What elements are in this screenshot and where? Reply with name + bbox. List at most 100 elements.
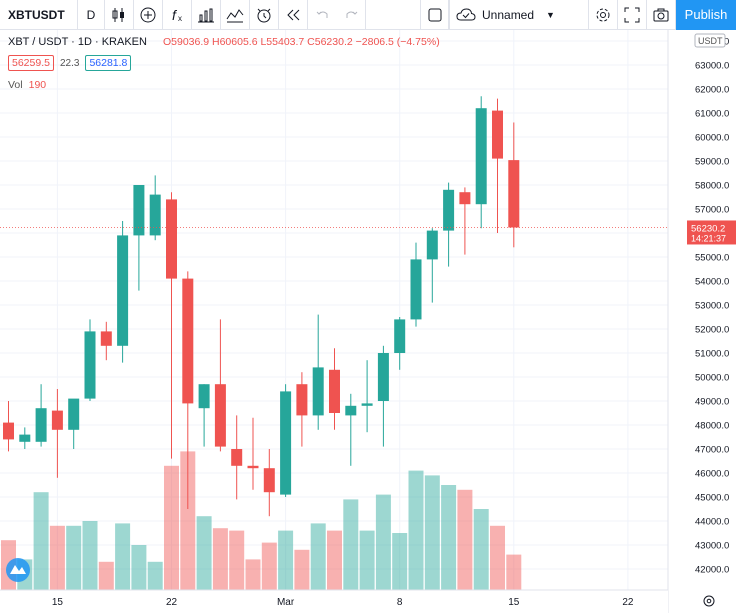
countdown-label: 14:21:37 bbox=[691, 233, 726, 243]
volume-bar bbox=[147, 561, 163, 590]
candle-body bbox=[35, 408, 47, 442]
price-chart[interactable]: 42000.0 43000.0 44000.0 45000.0 46000.0 47000… bbox=[0, 30, 736, 613]
volume-bar bbox=[33, 492, 49, 590]
axis-settings-icon[interactable] bbox=[703, 595, 715, 607]
buy-price-box[interactable]: 56281.8 bbox=[85, 55, 132, 71]
svg-text:f: f bbox=[172, 7, 178, 23]
volume-bar bbox=[375, 494, 391, 590]
candle-body bbox=[263, 468, 275, 493]
candle-body bbox=[394, 319, 406, 353]
volume-bar bbox=[196, 516, 212, 590]
time-tick-label: 22 bbox=[166, 597, 178, 608]
candle-body bbox=[312, 367, 324, 416]
volume-bar bbox=[180, 451, 196, 590]
fullscreen-icon[interactable] bbox=[618, 0, 647, 30]
legend-header: XBT / USDT · 1D · KRAKEN O59036.9 H60605… bbox=[8, 36, 440, 48]
price-tick-label: 54000.0 bbox=[695, 277, 729, 288]
chart-area[interactable]: 42000.0 43000.0 44000.0 45000.0 46000.0 47000… bbox=[0, 30, 736, 613]
financials-icon[interactable] bbox=[192, 0, 221, 30]
templates-icon[interactable] bbox=[221, 0, 250, 30]
price-tick-label: 44000.0 bbox=[695, 517, 729, 528]
sell-price-box[interactable]: 56259.5 bbox=[8, 55, 54, 71]
svg-text:x: x bbox=[178, 14, 182, 23]
volume-bar bbox=[506, 554, 522, 590]
volume-bar bbox=[261, 542, 277, 590]
candle-body bbox=[508, 160, 520, 228]
logo-mountain bbox=[10, 565, 26, 574]
price-tick-label: 55000.0 bbox=[695, 253, 729, 264]
price-tick-label: 46000.0 bbox=[695, 469, 729, 480]
alert-icon[interactable] bbox=[250, 0, 279, 30]
price-tick-label: 59000.0 bbox=[695, 157, 729, 168]
symbol-search[interactable]: XBTUSDT bbox=[0, 0, 78, 30]
spread-value: 22.3 bbox=[59, 57, 80, 69]
price-tick-label: 43000.0 bbox=[695, 541, 729, 552]
volume-bar bbox=[212, 528, 228, 590]
candle-body bbox=[247, 465, 259, 469]
layout-menu[interactable]: Unnamed ▼ bbox=[449, 0, 589, 30]
interval-button[interactable]: D bbox=[78, 0, 105, 30]
candle-body bbox=[377, 353, 389, 401]
volume-bar bbox=[294, 549, 310, 590]
fullscreen-select-icon[interactable] bbox=[420, 0, 449, 30]
volume-legend: Vol 190 bbox=[8, 79, 46, 91]
volume-bar bbox=[490, 525, 505, 590]
volume-value: 190 bbox=[28, 79, 47, 91]
axis-settings-icon-center bbox=[706, 598, 712, 604]
chevron-down-icon: ▼ bbox=[546, 9, 555, 20]
candle-body bbox=[3, 422, 14, 440]
bid-ask-row: 56259.5 22.3 56281.8 bbox=[8, 55, 132, 71]
redo-icon[interactable] bbox=[337, 0, 366, 30]
publish-button[interactable]: Publish bbox=[676, 0, 736, 30]
camera-icon[interactable] bbox=[647, 0, 676, 30]
candle-body bbox=[345, 405, 357, 416]
price-tick-label: 60000.0 bbox=[695, 133, 729, 144]
price-tick-label: 61000.0 bbox=[695, 109, 729, 120]
volume-bar bbox=[278, 530, 294, 590]
candle-body bbox=[149, 194, 161, 236]
volume-label: Vol bbox=[8, 79, 23, 91]
replay-icon[interactable] bbox=[279, 0, 308, 30]
volume-bar bbox=[408, 470, 424, 590]
volume-bar bbox=[82, 521, 98, 590]
candle-body bbox=[361, 403, 373, 406]
candle-body bbox=[296, 384, 308, 416]
ohlc-values: O59036.9 H60605.6 L55403.7 C56230.2 −280… bbox=[162, 36, 440, 48]
candle-body bbox=[100, 331, 112, 346]
currency-label: USDT bbox=[698, 36, 723, 46]
price-axis[interactable]: 42000.0 43000.0 44000.0 45000.0 46000.0 47000… bbox=[667, 30, 736, 613]
price-tick-label: 52000.0 bbox=[695, 325, 729, 336]
gear-icon[interactable] bbox=[589, 0, 618, 30]
toolbar-spacer bbox=[366, 0, 420, 30]
time-tick-label: 8 bbox=[397, 597, 403, 608]
time-tick-label: 15 bbox=[52, 597, 64, 608]
candle-body bbox=[19, 434, 31, 442]
add-compare-icon[interactable] bbox=[134, 0, 163, 30]
candles-icon[interactable] bbox=[105, 0, 134, 30]
undo-icon[interactable] bbox=[308, 0, 337, 30]
candle-body bbox=[214, 384, 226, 447]
price-tick-label: 49000.0 bbox=[695, 397, 729, 408]
volume-bar bbox=[131, 545, 147, 590]
candle-body bbox=[231, 449, 243, 466]
candle-body bbox=[475, 108, 487, 205]
time-axis[interactable]: 15 22 Mar 8 15 22 bbox=[0, 558, 715, 613]
candle-body bbox=[84, 331, 96, 399]
volume-bar bbox=[115, 523, 131, 590]
currency-box bbox=[694, 33, 726, 48]
volume-bar bbox=[359, 530, 375, 590]
volume-bar bbox=[343, 499, 359, 590]
cloud-icon bbox=[456, 7, 476, 20]
candles bbox=[0, 96, 668, 517]
candle-body bbox=[51, 410, 63, 430]
volume-bar bbox=[49, 525, 65, 590]
volume-bar bbox=[457, 489, 473, 590]
volume-bar bbox=[98, 561, 114, 590]
candle-body bbox=[492, 110, 503, 159]
volume-bar bbox=[310, 523, 326, 590]
volume-bar bbox=[473, 509, 489, 590]
candle-body bbox=[198, 384, 210, 409]
price-axis-bg bbox=[668, 30, 736, 613]
